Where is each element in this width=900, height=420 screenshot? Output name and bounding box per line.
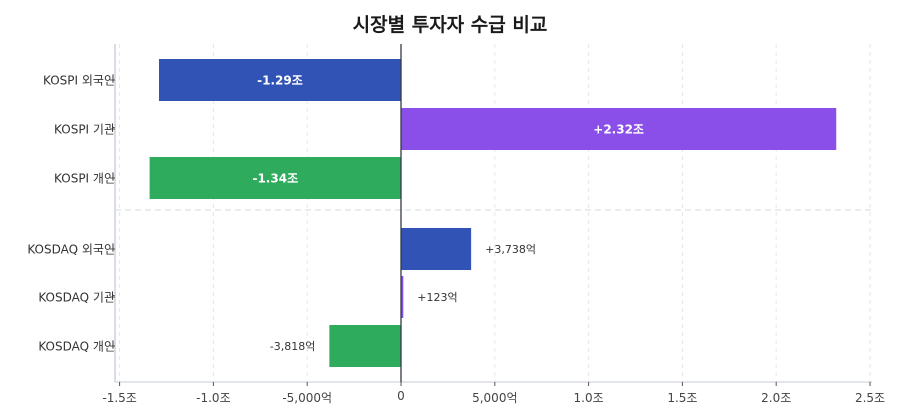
x-tick-label: 2.0조 xyxy=(761,391,792,405)
bar xyxy=(149,157,401,199)
bar xyxy=(158,59,401,101)
y-tick-label: KOSDAQ 기관 xyxy=(38,290,115,305)
bar-value-label: -3,818억 xyxy=(269,340,316,353)
x-tick-label: 0 xyxy=(397,389,405,403)
x-tick-label: -1.5조 xyxy=(102,391,137,405)
bar xyxy=(401,228,472,270)
bar-value-label: -1.29조 xyxy=(257,73,303,88)
x-tick-label: 5,000억 xyxy=(472,391,518,405)
x-tick-label: 2.5조 xyxy=(854,391,886,405)
y-tick-label: KOSDAQ 외국인 xyxy=(27,242,115,257)
bar xyxy=(401,276,404,318)
x-tick-label: 1.5조 xyxy=(667,391,698,405)
bar-value-label: +123억 xyxy=(417,291,458,304)
y-tick-label: KOSPI 기관 xyxy=(54,122,115,137)
bar-value-label: -1.34조 xyxy=(252,171,299,186)
y-tick-label: KOSPI 외국인 xyxy=(43,73,115,88)
x-tick-label: -1.0조 xyxy=(196,391,231,405)
bar-value-label: +2.32조 xyxy=(593,122,644,137)
bar xyxy=(329,325,401,367)
y-tick-label: KOSDAQ 개인 xyxy=(38,339,115,354)
x-tick-label: -5,000억 xyxy=(282,391,333,405)
chart-title: 시장별 투자자 수급 비교 xyxy=(352,14,548,36)
x-tick-label: 1.0조 xyxy=(573,391,604,405)
bar xyxy=(401,108,837,150)
y-tick-label: KOSPI 개인 xyxy=(54,171,115,186)
bar-value-label: +3,738억 xyxy=(485,243,536,256)
